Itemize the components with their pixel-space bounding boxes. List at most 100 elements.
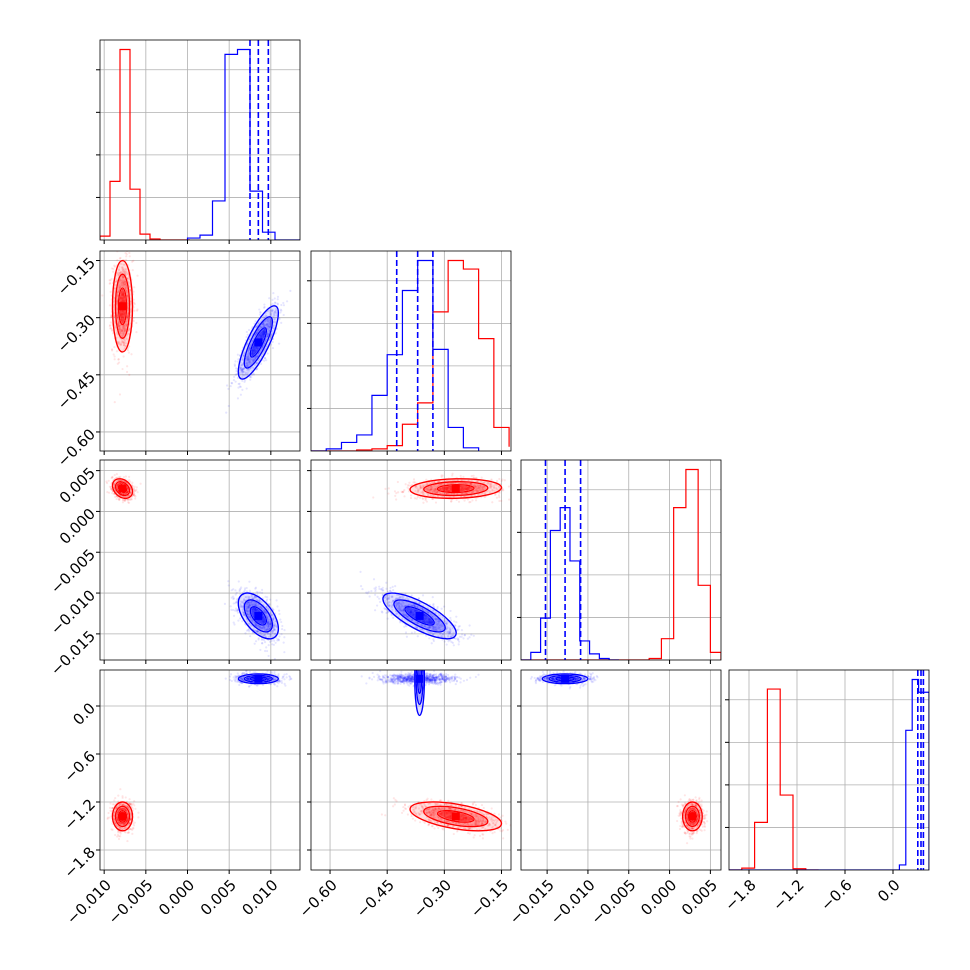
x-tick-label: 0.000 xyxy=(155,876,198,919)
panel-frame xyxy=(99,250,301,452)
contour-line xyxy=(249,606,268,626)
x-tick-label: −1.8 xyxy=(721,876,759,914)
x-tick-label: 0.0 xyxy=(874,876,904,906)
histogram-red xyxy=(100,48,190,240)
panel-3-0: −1.8 −1.2 −0.6 0.0 −0.010−0.0050.0000.0050.0… xyxy=(61,669,301,928)
y-tick-label: 0.000 xyxy=(56,505,99,548)
panel-body xyxy=(311,251,511,451)
histogram-red xyxy=(729,688,819,870)
panel-body xyxy=(729,670,929,870)
histogram-blue xyxy=(186,48,300,240)
y-tick-label: 0.0 xyxy=(69,699,99,729)
y-tick-label: −0.005 xyxy=(47,546,99,598)
contour-line xyxy=(393,599,446,633)
x-tick-label: −0.6 xyxy=(817,876,855,914)
panel-frame xyxy=(99,669,301,871)
panel-3-3: −1.8 −1.2 −0.6 0.0 xyxy=(721,669,930,915)
x-tick-label: −0.45 xyxy=(353,876,398,921)
panel-body xyxy=(311,460,511,660)
panel-body xyxy=(100,40,300,240)
y-tick-label: −0.60 xyxy=(54,425,99,470)
panel-1-0: −0.60 −0.45 −0.30 −0.15 xyxy=(54,250,301,470)
panel-frame xyxy=(310,250,512,452)
x-tick-label: −0.60 xyxy=(296,876,341,921)
contour-line xyxy=(237,592,280,640)
contour-line xyxy=(684,805,700,828)
contour-line xyxy=(541,673,589,685)
panel-body xyxy=(521,670,721,870)
y-tick-label: −0.15 xyxy=(54,254,99,299)
contour-line xyxy=(414,670,426,717)
histogram-blue xyxy=(521,507,619,660)
panel-body xyxy=(521,460,721,660)
y-tick-label: −1.8 xyxy=(61,843,99,881)
density-peak xyxy=(254,611,263,620)
density-peak xyxy=(118,302,127,311)
panel-body xyxy=(311,670,511,870)
x-tick-label: 0.000 xyxy=(637,876,680,919)
contour-line xyxy=(243,599,274,633)
panel-0-0 xyxy=(96,39,301,244)
contour-line xyxy=(111,259,134,353)
contour-line xyxy=(409,801,503,832)
panel-frame xyxy=(99,459,301,661)
histogram-blue xyxy=(311,259,480,451)
y-tick-label: −0.015 xyxy=(47,627,99,679)
contour-line xyxy=(382,592,457,640)
contour-line xyxy=(237,305,280,380)
x-tick-label: 0.005 xyxy=(678,876,721,919)
contour-line xyxy=(111,478,134,500)
histogram-red xyxy=(521,468,721,660)
density-peak xyxy=(118,484,127,493)
contour-line xyxy=(111,801,134,832)
y-tick-label: −0.6 xyxy=(61,747,99,785)
y-tick-label: −0.010 xyxy=(47,586,99,638)
y-tick-label: −0.45 xyxy=(54,368,99,413)
x-tick-label: −0.010 xyxy=(547,876,599,928)
contour-line xyxy=(436,809,475,823)
panel-3-1: −0.60 −0.45 −0.30 −0.15 xyxy=(296,669,512,921)
contour-line xyxy=(114,273,131,339)
contour-line xyxy=(243,316,274,369)
panel-body xyxy=(100,251,300,451)
contour-line xyxy=(114,481,131,497)
panel-frame xyxy=(728,669,930,871)
x-tick-label: −0.010 xyxy=(63,876,115,928)
y-tick-label: −1.2 xyxy=(61,795,99,833)
panel-body xyxy=(100,670,300,870)
histogram-red xyxy=(311,259,510,451)
density-peak xyxy=(415,611,424,620)
contour-line xyxy=(423,805,489,828)
x-tick-label: −0.005 xyxy=(105,876,157,928)
x-tick-label: −0.015 xyxy=(506,876,558,928)
panel-frame xyxy=(99,39,301,241)
x-tick-label: 0.005 xyxy=(197,876,240,919)
contour-line xyxy=(404,606,435,626)
panel-frame xyxy=(520,669,722,871)
y-tick-label: 0.005 xyxy=(56,464,99,507)
contour-line xyxy=(114,805,131,828)
panel-body xyxy=(100,460,300,660)
contour-line xyxy=(681,801,703,832)
panel-2-2 xyxy=(517,459,722,664)
x-tick-label: −0.30 xyxy=(410,876,455,921)
panel-1-1 xyxy=(307,250,512,455)
panel-frame xyxy=(520,459,722,661)
density-peak xyxy=(415,674,424,683)
panel-frame xyxy=(310,669,512,871)
density-peak xyxy=(118,812,127,821)
density-peak xyxy=(254,674,263,683)
density-peak xyxy=(561,674,570,683)
panel-2-1 xyxy=(307,459,512,664)
histogram-blue xyxy=(729,678,929,870)
x-tick-label: 0.010 xyxy=(238,876,281,919)
contour-line xyxy=(237,673,280,685)
contour-line xyxy=(423,481,489,497)
density-peak xyxy=(451,812,460,821)
y-tick-label: −0.30 xyxy=(54,311,99,356)
x-tick-label: −0.005 xyxy=(588,876,640,928)
x-tick-label: −1.2 xyxy=(769,876,807,914)
